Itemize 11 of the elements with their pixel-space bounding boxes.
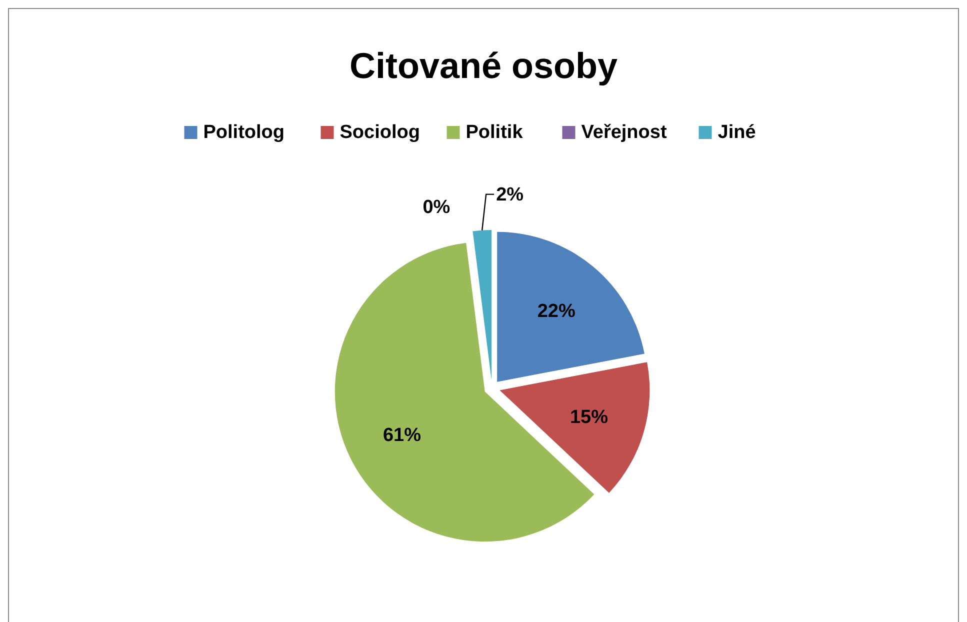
chart-title: Citované osoby <box>349 45 618 86</box>
legend-label: Veřejnost <box>581 122 668 143</box>
text: 0% <box>422 197 450 218</box>
data-label: 22% <box>537 301 576 322</box>
legend-label: Politik <box>466 122 524 143</box>
legend-label: Sociolog <box>340 122 420 143</box>
legend-label: Politolog <box>203 122 285 143</box>
data-label: 2% <box>496 184 524 206</box>
data-label: 15% <box>570 407 608 428</box>
data-label: 61% <box>382 424 422 446</box>
legend-label: Jiné <box>718 122 756 143</box>
